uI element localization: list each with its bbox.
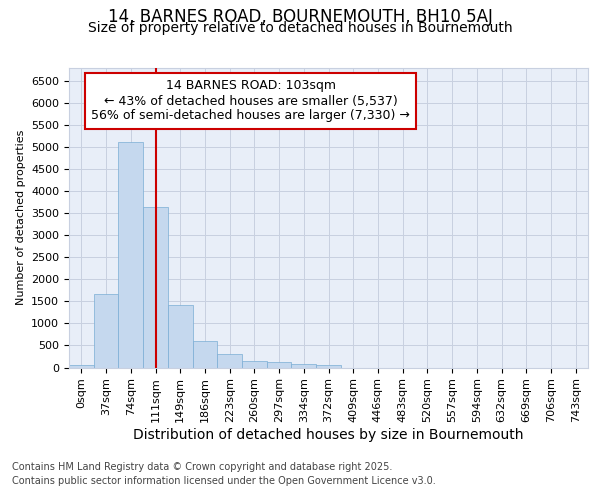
Y-axis label: Number of detached properties: Number of detached properties [16, 130, 26, 305]
Text: Size of property relative to detached houses in Bournemouth: Size of property relative to detached ho… [88, 21, 512, 35]
Bar [242, 360, 267, 368]
Bar [267, 362, 292, 368]
Text: 14, BARNES ROAD, BOURNEMOUTH, BH10 5AJ: 14, BARNES ROAD, BOURNEMOUTH, BH10 5AJ [107, 8, 493, 26]
Text: 14 BARNES ROAD: 103sqm
← 43% of detached houses are smaller (5,537)
56% of semi-: 14 BARNES ROAD: 103sqm ← 43% of detached… [91, 80, 410, 122]
Text: Contains public sector information licensed under the Open Government Licence v3: Contains public sector information licen… [12, 476, 436, 486]
Bar [94, 294, 118, 368]
Bar [193, 340, 217, 367]
Text: Contains HM Land Registry data © Crown copyright and database right 2025.: Contains HM Land Registry data © Crown c… [12, 462, 392, 472]
Bar [143, 208, 168, 368]
Bar [69, 365, 94, 368]
X-axis label: Distribution of detached houses by size in Bournemouth: Distribution of detached houses by size … [133, 428, 524, 442]
Bar [217, 354, 242, 368]
Bar [118, 142, 143, 368]
Bar [168, 305, 193, 368]
Bar [292, 364, 316, 368]
Bar [316, 365, 341, 368]
